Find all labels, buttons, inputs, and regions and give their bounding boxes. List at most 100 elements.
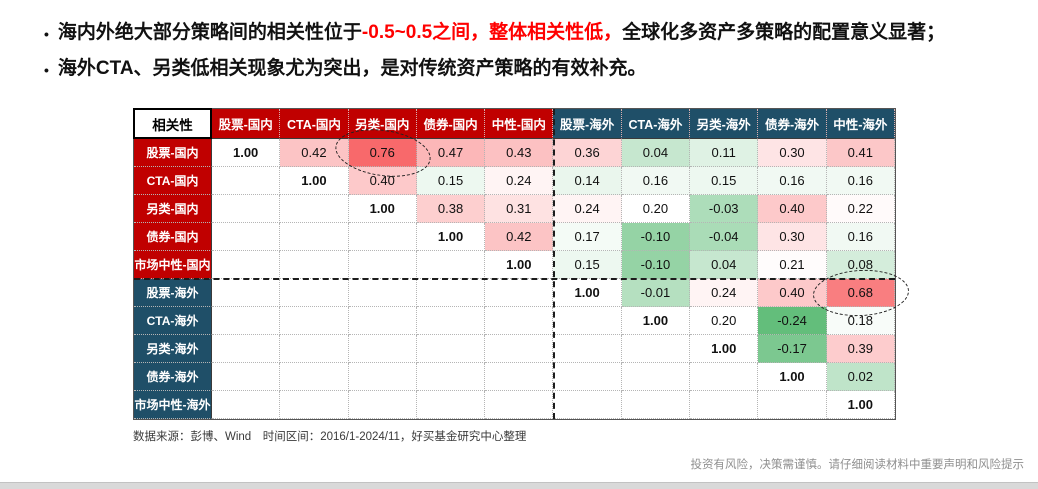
matrix-cell-r2-c8: 0.40 — [758, 195, 827, 223]
matrix-cell-r1-c2: 0.40 — [348, 167, 417, 195]
matrix-cell-r7-c0 — [212, 335, 281, 363]
matrix-cell-r0-c4: 0.43 — [485, 139, 554, 167]
matrix-cell-r3-c5: 0.17 — [553, 223, 622, 251]
matrix-cell-r1-c1: 1.00 — [280, 167, 349, 195]
matrix-cell-r9-c2 — [348, 391, 417, 419]
matrix-cell-r1-c3: 0.15 — [416, 167, 486, 195]
matrix-cell-r8-c3 — [416, 363, 486, 391]
row-header-domestic-2: 另类-国内 — [134, 195, 212, 223]
matrix-cell-r0-c6: 0.04 — [621, 139, 691, 167]
matrix-cell-r7-c7: 1.00 — [690, 335, 759, 363]
row-header-domestic-3: 债券-国内 — [134, 223, 212, 251]
matrix-cell-r4-c0 — [212, 251, 281, 279]
matrix-cell-r3-c2 — [348, 223, 417, 251]
matrix-cell-r5-c7: 0.24 — [690, 279, 759, 307]
matrix-cell-r0-c1: 0.42 — [280, 139, 349, 167]
matrix-cell-r2-c3: 0.38 — [416, 195, 486, 223]
matrix-cell-r5-c8: 0.40 — [758, 279, 827, 307]
bullet-text-segment: 海内外绝大部分策略间的相关性位于 — [57, 22, 362, 43]
matrix-cell-r7-c8: -0.17 — [758, 335, 827, 363]
matrix-cell-r2-c2: 1.00 — [348, 195, 417, 223]
matrix-cell-r9-c8 — [758, 391, 827, 419]
matrix-cell-r1-c4: 0.24 — [485, 167, 554, 195]
matrix-cell-r4-c3 — [416, 251, 486, 279]
matrix-cell-r4-c9: 0.08 — [826, 251, 895, 279]
column-header-domestic-3: 债券-国内 — [416, 109, 486, 139]
matrix-cell-r8-c8: 1.00 — [758, 363, 827, 391]
matrix-cell-r8-c5 — [553, 363, 622, 391]
matrix-cell-r3-c3: 1.00 — [416, 223, 486, 251]
matrix-cell-r9-c7 — [690, 391, 759, 419]
corner-header-label: 相关性 — [133, 108, 212, 139]
matrix-cell-r0-c0: 1.00 — [212, 139, 281, 167]
matrix-cell-r0-c5: 0.36 — [553, 139, 622, 167]
matrix-cell-r8-c2 — [348, 363, 417, 391]
matrix-cell-r4-c5: 0.15 — [553, 251, 622, 279]
bullet-text: 海外CTA、另类低相关现象尤为突出，是对传统资产策略的有效补充。 — [58, 56, 647, 83]
matrix-cell-r7-c3 — [416, 335, 486, 363]
matrix-cell-r6-c0 — [212, 307, 281, 335]
matrix-cell-r9-c6 — [621, 391, 691, 419]
matrix-cell-r3-c8: 0.30 — [758, 223, 827, 251]
matrix-cell-r9-c1 — [280, 391, 349, 419]
risk-disclaimer: 投资有风险，决策需谨慎。请仔细阅读材料中重要声明和风险提示 — [690, 459, 1025, 471]
matrix-cell-r2-c1 — [280, 195, 349, 223]
matrix-cell-r9-c4 — [485, 391, 554, 419]
bullet-item: • 海内外绝大部分策略间的相关性位于-0.5~0.5之间，整体相关性低，全球化多资… — [44, 20, 1014, 47]
matrix-cell-r5-c6: -0.01 — [621, 279, 691, 307]
matrix-cell-r6-c1 — [280, 307, 349, 335]
row-header-domestic-0: 股票-国内 — [134, 139, 212, 167]
matrix-cell-r4-c6: -0.10 — [621, 251, 691, 279]
column-header-domestic-1: CTA-国内 — [280, 109, 349, 139]
matrix-cell-r4-c2 — [348, 251, 417, 279]
column-header-overseas-9: 中性-海外 — [826, 109, 895, 139]
bullet-text-segment: 全球化多资产多策略的配置意义显著； — [622, 22, 946, 43]
matrix-cell-r9-c5 — [553, 391, 622, 419]
column-header-overseas-6: CTA-海外 — [621, 109, 691, 139]
matrix-cell-r8-c4 — [485, 363, 554, 391]
matrix-cell-r7-c9: 0.39 — [826, 335, 895, 363]
bullet-dot-icon: • — [44, 26, 49, 42]
matrix-cell-r1-c7: 0.15 — [690, 167, 759, 195]
matrix-cell-r2-c4: 0.31 — [485, 195, 554, 223]
matrix-cell-r0-c2: 0.76 — [348, 139, 417, 167]
matrix-cell-r2-c5: 0.24 — [553, 195, 622, 223]
matrix-cell-r0-c9: 0.41 — [826, 139, 895, 167]
data-source-note: 数据来源：彭博、Wind 时间区间：2016/1-2024/11，好买基金研究中… — [133, 431, 527, 443]
matrix-cell-r3-c6: -0.10 — [621, 223, 691, 251]
matrix-cell-r2-c6: 0.20 — [621, 195, 691, 223]
matrix-cell-r4-c1 — [280, 251, 349, 279]
bullet-text-segment: 海外CTA、另类低相关现象尤为突出，是对传统资产策略的有效补充。 — [57, 57, 647, 79]
matrix-cell-r1-c5: 0.14 — [553, 167, 622, 195]
matrix-cell-r7-c1 — [280, 335, 349, 363]
bullet-text: 海内外绝大部分策略间的相关性位于-0.5~0.5之间，整体相关性低，全球化多资产… — [58, 20, 945, 47]
matrix-cell-r5-c4 — [485, 279, 554, 307]
row-header-overseas-5: 股票-海外 — [134, 279, 212, 307]
matrix-cell-r5-c0 — [212, 279, 281, 307]
matrix-cell-r5-c1 — [280, 279, 349, 307]
matrix-cell-r7-c4 — [485, 335, 554, 363]
matrix-cell-r4-c8: 0.21 — [758, 251, 827, 279]
matrix-cell-r0-c8: 0.30 — [758, 139, 827, 167]
row-header-overseas-9: 市场中性-海外 — [134, 391, 212, 419]
matrix-cell-r1-c6: 0.16 — [621, 167, 691, 195]
column-header-overseas-5: 股票-海外 — [553, 109, 622, 139]
row-header-overseas-7: 另类-海外 — [134, 335, 212, 363]
matrix-cell-r6-c7: 0.20 — [690, 307, 759, 335]
matrix-cell-r6-c5 — [553, 307, 622, 335]
row-header-domestic-1: CTA-国内 — [134, 167, 212, 195]
bullet-list: • 海内外绝大部分策略间的相关性位于-0.5~0.5之间，整体相关性低，全球化多资… — [44, 20, 1014, 91]
column-header-domestic-0: 股票-国内 — [212, 109, 281, 139]
column-header-overseas-7: 另类-海外 — [690, 109, 759, 139]
matrix-cell-r9-c3 — [416, 391, 486, 419]
matrix-cell-r9-c9: 1.00 — [826, 391, 895, 419]
matrix-cell-r8-c6 — [621, 363, 691, 391]
matrix-cell-r8-c0 — [212, 363, 281, 391]
matrix-cell-r8-c9: 0.02 — [826, 363, 895, 391]
bullet-text-highlight: -0.5~0.5之间，整体相关性低， — [361, 22, 623, 43]
matrix-cell-r5-c9: 0.68 — [826, 279, 895, 307]
correlation-matrix-table: 相关性 股票-国内 CTA-国内 另类-国内 债券-国内 中性-国内 股票-海外 CTA-海外… — [133, 108, 910, 420]
column-header-overseas-8: 债券-海外 — [758, 109, 827, 139]
matrix-cell-r8-c1 — [280, 363, 349, 391]
matrix-cell-r5-c5: 1.00 — [553, 279, 622, 307]
